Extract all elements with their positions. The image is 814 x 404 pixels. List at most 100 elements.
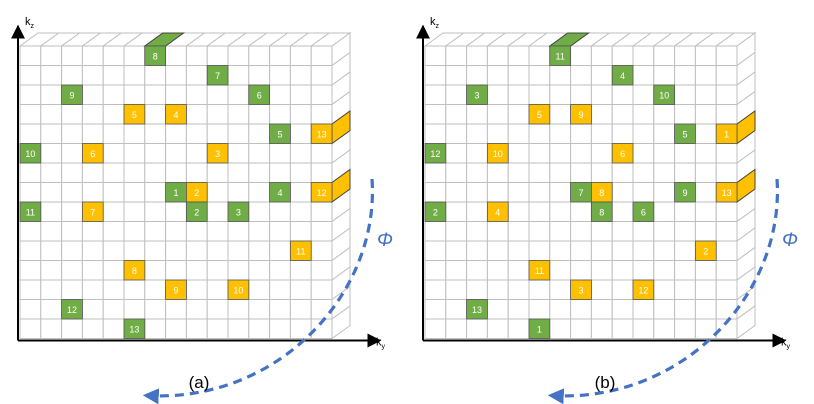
ky-axis-label: ky: [781, 337, 791, 351]
grid-cell: [507, 123, 530, 144]
grid-cell: [590, 65, 613, 86]
grid-cell: [123, 45, 146, 66]
grid-cell: [206, 84, 229, 105]
grid-cell: [227, 65, 250, 86]
grid-cell: [40, 240, 63, 261]
sample-order-label: 1: [173, 188, 178, 198]
sample-order-label: 11: [26, 207, 35, 217]
grid-cell: [570, 84, 592, 105]
rotation-arrow: [547, 178, 779, 404]
grid-cell: [653, 221, 676, 242]
grid-cell: [206, 104, 229, 125]
grid-cell: [81, 84, 104, 105]
grid-cell: [40, 123, 63, 144]
grid-cell: [206, 240, 229, 261]
sample-order-label: 13: [722, 188, 732, 198]
sample-order-label: 12: [317, 188, 327, 198]
grid-cell: [590, 123, 613, 144]
grid-cell: [590, 104, 613, 125]
grid-cell: [102, 84, 125, 105]
grid-cell: [466, 201, 488, 222]
grid-cell: [19, 240, 42, 261]
grid-cell: [653, 299, 676, 320]
grid-cell: [466, 221, 488, 242]
sample-order-label: 8: [132, 266, 137, 276]
grid-cell: [549, 162, 572, 183]
sample-order-label: 12: [638, 285, 648, 295]
grid-cell: [102, 45, 125, 66]
grid-cell: [549, 84, 572, 105]
grid-cell: [528, 279, 551, 300]
sample-order-label: 9: [69, 90, 74, 100]
sample-cell-orange: [632, 279, 655, 300]
grid-cell: [61, 162, 83, 183]
grid-cell: [486, 65, 509, 86]
sample-order-label: 5: [277, 129, 282, 139]
grid-cell: [424, 279, 447, 300]
grid-cell: [61, 45, 83, 66]
grid-cell: [40, 65, 63, 86]
grid-cell: [611, 279, 634, 300]
grid-cell: [486, 240, 509, 261]
grid-cell: [590, 221, 613, 242]
grid-cell: [248, 318, 271, 339]
grid-cell: [486, 260, 509, 281]
grid-cell: [102, 221, 125, 242]
grid-cell: [227, 84, 250, 105]
sample-order-label: 1: [537, 324, 542, 334]
grid-cell: [674, 260, 696, 281]
sample-order-label: 11: [535, 266, 544, 276]
panel-b: 11 4 3 10 5 9 5 1 12 10 6 7 8 9 13 2 4 8 6 2 11 3 12 13 1 kz ky Φ: [416, 16, 798, 404]
grid-cell: [310, 299, 333, 320]
sample-cell-orange: [528, 104, 551, 125]
grid-cell: [632, 143, 655, 164]
grid-cell: [570, 299, 592, 320]
sample-order-label: 5: [132, 110, 137, 120]
grid-cell: [61, 201, 83, 222]
grid-cell: [19, 123, 42, 144]
sample-order-label: 10: [25, 149, 35, 159]
grid-cell: [445, 260, 468, 281]
grid-cell: [653, 240, 676, 261]
grid-cell: [694, 45, 717, 66]
grid-cell: [674, 104, 696, 125]
grid-cell: [694, 123, 717, 144]
grid-cell: [40, 45, 63, 66]
grid-cell: [19, 162, 42, 183]
grid-cell: [61, 318, 83, 339]
grid-cell: [694, 279, 717, 300]
grid-cell: [653, 143, 676, 164]
grid-cell: [123, 84, 146, 105]
grid-cell: [102, 123, 125, 144]
grid-cell: [227, 45, 250, 66]
grid-cell: [310, 84, 333, 105]
grid-cell: [611, 104, 634, 125]
grid-cell: [40, 162, 63, 183]
sample-cell-orange: [310, 123, 333, 144]
sample-cell-orange: [206, 143, 229, 164]
grid-cell: [466, 182, 488, 203]
grid-cell: [570, 45, 592, 66]
sample-order-label: 4: [620, 71, 625, 81]
grid-cell: [185, 45, 208, 66]
grid-cell: [310, 45, 333, 66]
grid-cell: [570, 240, 592, 261]
grid-cell: [445, 104, 468, 125]
grid-cell: [507, 201, 530, 222]
grid-cell: [144, 221, 167, 242]
grid-cell: [674, 45, 696, 66]
grid-cell: [102, 65, 125, 86]
grid-cell: [590, 318, 613, 339]
grid-cell: [424, 221, 447, 242]
sample-order-label: 4: [173, 110, 178, 120]
sample-order-label: 13: [129, 324, 139, 334]
grid-cell: [715, 162, 738, 183]
grid-cell: [165, 260, 187, 281]
grid-cell: [102, 182, 125, 203]
grid-cell: [185, 162, 208, 183]
grid-cell: [424, 240, 447, 261]
grid-cell: [653, 279, 676, 300]
grid-cell: [674, 240, 696, 261]
grid-cell: [528, 201, 551, 222]
